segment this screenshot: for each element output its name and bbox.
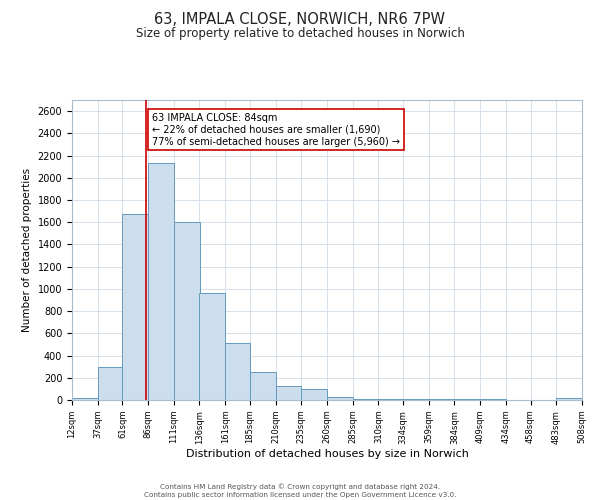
- Bar: [301, 390, 327, 400]
- Bar: [275, 386, 301, 400]
- Bar: [353, 399, 379, 400]
- Bar: [122, 214, 148, 400]
- Text: 63 IMPALA CLOSE: 84sqm
← 22% of detached houses are smaller (1,690)
77% of semi-: 63 IMPALA CLOSE: 84sqm ← 22% of detached…: [152, 114, 400, 146]
- Text: Contains HM Land Registry data © Crown copyright and database right 2024.
Contai: Contains HM Land Registry data © Crown c…: [144, 484, 456, 498]
- Bar: [379, 399, 403, 400]
- Bar: [225, 344, 250, 400]
- Text: Size of property relative to detached houses in Norwich: Size of property relative to detached ho…: [136, 28, 464, 40]
- Bar: [98, 366, 122, 400]
- Bar: [250, 372, 275, 400]
- Bar: [72, 398, 98, 400]
- Bar: [148, 164, 174, 400]
- Bar: [174, 222, 199, 400]
- Y-axis label: Number of detached properties: Number of detached properties: [22, 168, 32, 332]
- X-axis label: Distribution of detached houses by size in Norwich: Distribution of detached houses by size …: [185, 449, 469, 459]
- Bar: [327, 396, 353, 400]
- Text: 63, IMPALA CLOSE, NORWICH, NR6 7PW: 63, IMPALA CLOSE, NORWICH, NR6 7PW: [155, 12, 445, 28]
- Bar: [556, 398, 582, 400]
- Bar: [199, 294, 225, 400]
